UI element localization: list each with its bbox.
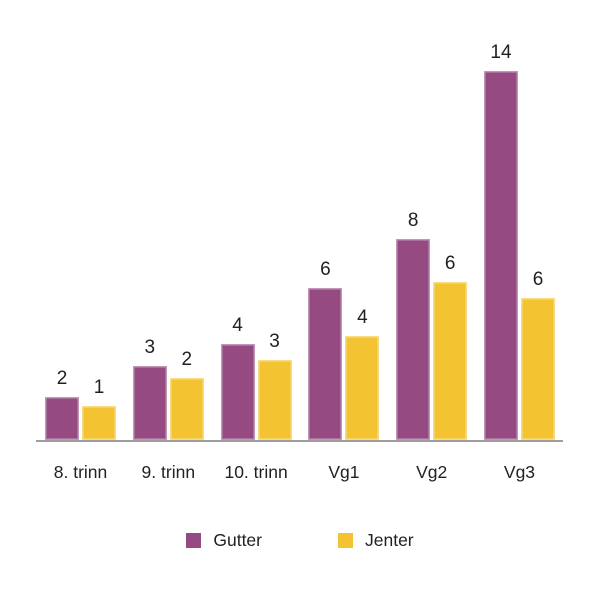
bar-wrap: 3	[132, 338, 167, 440]
x-axis-line	[36, 440, 563, 442]
bar-value-label: 2	[181, 349, 193, 370]
bar-jenter-5	[433, 282, 468, 440]
legend-swatch-jenter	[338, 533, 353, 549]
bar-group-6: 14 6	[483, 43, 555, 440]
x-axis-label-4: Vg1	[328, 462, 360, 482]
bar-value-label: 14	[490, 42, 512, 63]
bar-gutter-6	[483, 71, 518, 440]
bar-jenter-6	[520, 298, 555, 440]
bar-gutter-4	[308, 288, 343, 440]
legend: Gutter Jenter	[0, 530, 600, 550]
bar-wrap: 2	[45, 369, 79, 440]
bar-wrap: 1	[82, 378, 116, 440]
bar-jenter-4	[345, 336, 380, 440]
bar-gutter-1	[45, 397, 79, 440]
bar-gutter-3	[220, 344, 255, 440]
x-axis-label-6: Vg3	[503, 462, 536, 482]
bar-jenter-3	[257, 360, 292, 440]
bar-value-label: 4	[232, 315, 243, 336]
bar-value-label: 3	[269, 331, 280, 352]
bar-value-label: 8	[407, 210, 419, 231]
x-axis-label-5: Vg2	[416, 462, 448, 482]
bar-value-label: 3	[144, 337, 156, 358]
bar-wrap: 8	[396, 211, 431, 440]
bar-gutter-5	[396, 239, 431, 440]
bar-wrap: 14	[483, 43, 518, 440]
bar-wrap: 4	[220, 316, 255, 440]
bar-wrap: 6	[308, 260, 343, 440]
bar-value-label: 2	[56, 368, 68, 389]
bar-jenter-2	[169, 378, 204, 440]
bar-jenter-1	[82, 406, 116, 440]
bar-wrap: 4	[345, 308, 380, 440]
bar-value-label: 4	[357, 307, 368, 328]
legend-swatch-gutter	[186, 533, 202, 549]
bar-value-label: 6	[320, 259, 331, 280]
legend-item-jenter: Jenter	[338, 530, 414, 550]
x-axis-label-3: 10. trinn	[224, 462, 288, 482]
bar-wrap: 6	[433, 254, 468, 440]
bar-value-label: 6	[444, 253, 456, 274]
legend-label-jenter: Jenter	[365, 530, 414, 550]
legend-item-gutter: Gutter	[186, 530, 262, 550]
legend-label-gutter: Gutter	[213, 530, 262, 550]
bar-value-label: 1	[93, 377, 105, 398]
bar-wrap: 2	[169, 350, 204, 440]
bar-gutter-2	[132, 366, 167, 440]
plot-area: 2 1 3 2 4 3 6 4 8 6 14 6	[45, 0, 555, 440]
bar-wrap: 6	[520, 270, 555, 440]
bar-wrap: 3	[257, 332, 292, 440]
x-axis-label-2: 9. trinn	[141, 462, 196, 482]
bar-value-label: 6	[532, 269, 544, 290]
x-axis-label-1: 8. trinn	[53, 462, 108, 482]
x-axis-labels: 8. trinn 9. trinn 10. trinn Vg1 Vg2 Vg3	[45, 462, 555, 483]
